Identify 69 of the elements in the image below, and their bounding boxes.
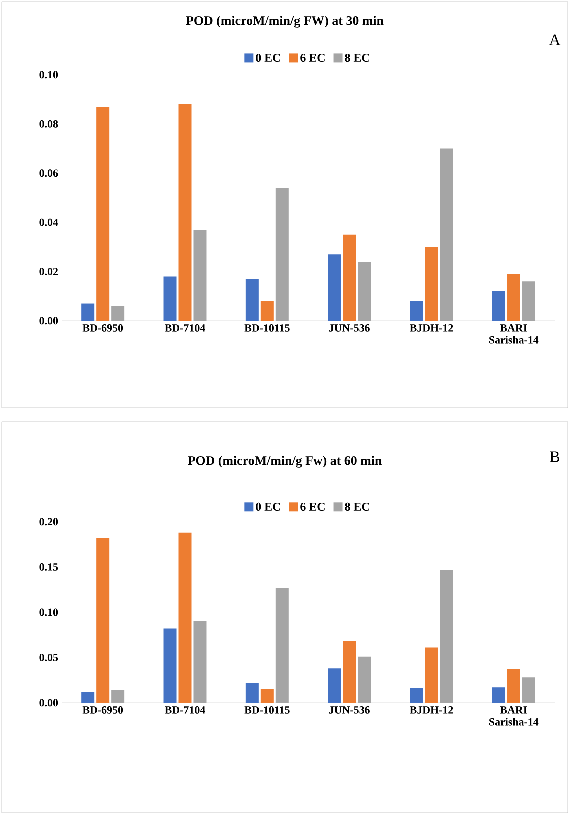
text: B [550,452,560,462]
y-tick-label: 0.08 [40,120,58,128]
bar [440,570,454,703]
chart-title: POD (microM/min/g FW) at 30 min [186,16,384,28]
legend-label: 0 EC [256,502,280,511]
y-tick-label: 0.04 [40,218,58,226]
y-tick-label: 0.00 [40,699,58,707]
bar [328,668,342,703]
bar [492,688,506,703]
x-tick-label: BD-10115 [244,324,290,332]
bar [246,683,259,703]
x-tick-label: BD-7104 [165,706,206,714]
bar [246,279,259,321]
x-tick-label: BARI Sarisha-14 [490,324,539,344]
bar [96,538,110,703]
bar [522,678,536,703]
legend-label: 8 EC [345,54,370,62]
bar [276,188,289,321]
bar [164,276,177,321]
bar [164,628,177,703]
bar [82,304,95,321]
bar [358,262,372,321]
bar [178,532,192,703]
x-tick-label: BJDH-12 [410,706,454,714]
legend-label: 6 EC [300,54,325,62]
bar [260,689,274,703]
legend-label: 6 EC [300,502,325,511]
y-tick-label: 0.05 [40,654,58,662]
bar [410,301,424,321]
bar [343,641,356,703]
x-tick-label: BARI Sarisha-14 [490,706,539,726]
bar [194,230,207,321]
x-tick-label: BD-7104 [165,324,206,332]
bar [112,690,125,703]
bar [328,254,342,321]
x-tick-label: BJDH-12 [410,324,454,332]
x-tick-label: BD-6950 [82,324,124,332]
bar [343,234,356,321]
y-tick-label: 0.15 [40,564,58,571]
bar [276,588,289,703]
bar [440,148,454,321]
chart-title: POD (microM/min/g Fw) at 60 min [188,456,382,468]
bar [260,301,274,321]
x-tick-label: JUN-536 [329,324,370,332]
legend-label: 8 EC [345,502,370,511]
x-tick-label: JUN-536 [329,706,370,714]
x-tick-label: BD-10115 [244,706,290,714]
y-tick-label: 0.10 [40,71,58,79]
bar [112,306,125,321]
bar [358,656,372,703]
legend-label: 0 EC [256,54,280,62]
y-tick-label: 0.02 [40,268,58,276]
bar [507,670,520,703]
bar [492,291,506,321]
bar [410,688,424,703]
bar [507,274,520,321]
y-tick-label: 0.00 [40,317,58,325]
bar [425,648,438,703]
bar [96,106,110,321]
y-tick-label: 0.10 [40,608,58,616]
text: A [549,34,561,46]
bar [82,692,95,703]
bar [178,104,192,321]
bar [522,282,536,321]
bar [425,247,438,321]
y-tick-label: 0.20 [40,518,58,526]
y-tick-label: 0.06 [40,170,58,178]
x-tick-label: BD-6950 [82,706,124,714]
bar [194,622,207,703]
